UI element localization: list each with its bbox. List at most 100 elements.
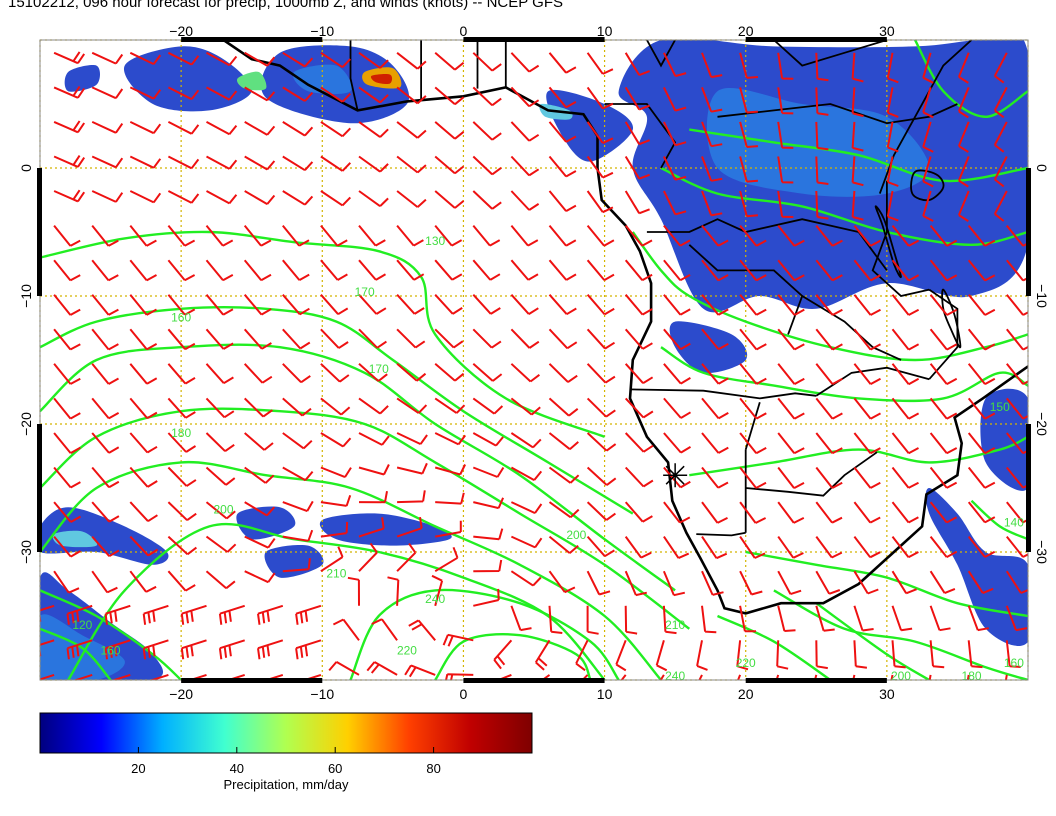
wind-barb xyxy=(282,432,313,450)
wind-barb xyxy=(205,259,234,282)
wind-barb xyxy=(815,259,843,282)
wind-barb xyxy=(167,570,196,592)
wind-barb xyxy=(205,501,236,520)
wind-barb xyxy=(548,259,577,281)
wind-barb xyxy=(929,432,958,455)
wind-barb xyxy=(701,224,729,247)
lon-tick-label-top: −20 xyxy=(169,23,193,39)
wind-barb xyxy=(358,121,389,138)
wind-barb xyxy=(739,259,767,282)
wind-barb xyxy=(736,640,749,671)
wind-barb xyxy=(586,605,599,635)
wind-barb xyxy=(739,432,767,455)
wind-barb xyxy=(129,501,158,523)
wind-barb xyxy=(663,224,691,247)
wind-barb xyxy=(282,155,314,172)
wind-barb xyxy=(243,224,272,247)
wind-barb xyxy=(853,535,881,559)
wind-barb xyxy=(966,674,970,680)
wind-barb xyxy=(815,536,843,559)
wind-barb xyxy=(180,639,207,660)
wind-barb xyxy=(510,501,543,515)
wind-barb xyxy=(244,155,276,171)
wind-barb xyxy=(167,224,196,247)
wind-barb xyxy=(53,51,86,65)
wind-barb xyxy=(129,259,157,282)
wind-barb xyxy=(701,121,723,148)
contour-label: 160 xyxy=(101,643,121,657)
wind-barb xyxy=(91,224,119,247)
wind-barb xyxy=(282,466,314,482)
country-border xyxy=(349,40,359,111)
wind-barb xyxy=(586,501,616,521)
wind-barb xyxy=(40,604,55,622)
lat-tick-label-right: −10 xyxy=(1034,284,1050,308)
wind-barb xyxy=(815,640,828,670)
country-border xyxy=(646,40,676,68)
lon-tick-label-bottom: 10 xyxy=(597,686,613,702)
wind-barb xyxy=(701,52,723,79)
lat-tick-label-left: −20 xyxy=(18,412,34,436)
wind-barb xyxy=(510,363,541,383)
wind-barb xyxy=(320,86,352,103)
wind-barb xyxy=(922,190,934,222)
height-contour xyxy=(40,230,606,438)
wind-barb xyxy=(53,294,81,316)
wind-barb xyxy=(624,466,654,488)
lon-tick-label-bottom: 20 xyxy=(738,686,754,702)
wind-barb xyxy=(853,363,881,385)
wind-barb xyxy=(739,363,767,385)
wind-barb xyxy=(431,574,444,607)
wind-barb xyxy=(663,190,687,216)
wind-barb xyxy=(624,190,650,215)
wind-barb xyxy=(66,639,93,660)
wind-barb xyxy=(993,156,1008,188)
wind-barb xyxy=(396,86,427,105)
wind-barb xyxy=(53,259,81,282)
wind-barb xyxy=(510,605,532,632)
colorbar: 20 40 60 80 Precipitation, mm/day xyxy=(39,712,533,792)
wind-barb xyxy=(1005,640,1021,668)
wind-barb xyxy=(586,86,614,110)
wind-barbs xyxy=(40,51,1028,680)
precip-area xyxy=(236,506,296,540)
wind-barb xyxy=(739,52,758,79)
wind-barb xyxy=(663,156,687,181)
wind-barb xyxy=(358,224,386,247)
contour-label: 170 xyxy=(369,362,389,376)
wind-barb xyxy=(396,462,428,475)
wind-barb xyxy=(929,570,956,595)
wind-barb xyxy=(205,397,235,419)
wind-barb xyxy=(91,51,124,65)
wind-barb xyxy=(922,87,934,119)
wind-barb xyxy=(91,155,124,169)
wind-barb xyxy=(655,640,668,672)
wind-barb xyxy=(244,397,273,418)
wind-barb xyxy=(1006,363,1028,385)
wind-barb xyxy=(472,466,505,478)
wind-barb xyxy=(510,259,539,281)
contour-label: 130 xyxy=(425,234,445,248)
wind-barb xyxy=(206,121,238,136)
height-contour xyxy=(689,435,1028,477)
wind-barb xyxy=(586,294,615,316)
wind-barb xyxy=(434,397,466,414)
wind-barb xyxy=(129,224,157,247)
wind-barb xyxy=(698,674,703,680)
wind-barb xyxy=(205,328,234,350)
wind-barb xyxy=(408,619,436,641)
wind-barb xyxy=(929,363,958,385)
wind-barb xyxy=(739,156,758,183)
wind-barb xyxy=(891,535,919,559)
wind-barb xyxy=(851,190,864,221)
lake-outline xyxy=(910,169,945,202)
wind-barb xyxy=(167,432,197,453)
height-contour xyxy=(40,589,182,680)
wind-barb xyxy=(663,86,687,112)
wind-barb xyxy=(929,466,958,489)
wind-barb xyxy=(886,87,899,118)
wind-barb xyxy=(358,86,389,104)
wind-barb xyxy=(358,190,389,208)
wind-barb xyxy=(53,397,81,420)
wind-barb xyxy=(662,570,686,597)
